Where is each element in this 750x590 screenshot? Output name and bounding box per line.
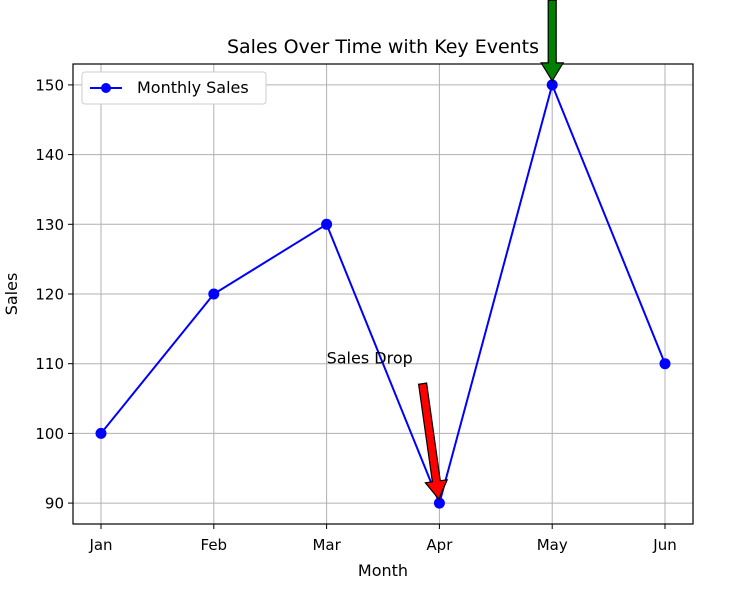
- series-layer: [95, 79, 671, 509]
- x-tick-label: Feb: [201, 536, 228, 554]
- data-point-mar: [321, 218, 333, 230]
- chart-title: Sales Over Time with Key Events: [227, 36, 539, 58]
- data-point-may: [546, 79, 558, 91]
- x-tick-label: Jun: [652, 536, 676, 554]
- data-point-jan: [95, 427, 107, 439]
- legend: Monthly Sales: [81, 71, 267, 105]
- grid: [73, 64, 693, 524]
- annotation-arrow-peak-sale: [540, 0, 565, 83]
- y-tick-label: 150: [35, 76, 64, 94]
- y-axis-label: Sales: [2, 273, 21, 316]
- x-tick-label: Mar: [312, 536, 341, 554]
- data-point-apr: [433, 497, 445, 509]
- x-tick-label: Jan: [88, 536, 112, 554]
- series-line: [100, 81, 666, 507]
- y-tick-label: 100: [35, 425, 64, 443]
- annotation-label: Sales Drop: [327, 349, 413, 368]
- x-tick-label: May: [537, 536, 568, 554]
- x-tick-label: Apr: [426, 536, 453, 554]
- y-tick-label: 90: [45, 495, 64, 513]
- legend-label: Monthly Sales: [137, 78, 249, 97]
- data-point-jun: [659, 358, 671, 370]
- legend-box: [81, 71, 267, 105]
- data-point-feb: [208, 288, 220, 300]
- y-tick-label: 110: [35, 355, 64, 373]
- ticks: Jan Feb Mar Apr May Jun 90 100 110 120 130 140 150: [35, 76, 676, 554]
- y-tick-label: 130: [35, 216, 64, 234]
- y-tick-label: 140: [35, 146, 64, 164]
- annotation-arrow-sales-drop: [417, 382, 449, 501]
- x-axis-label: Month: [358, 561, 408, 580]
- annotations: Peak SaleSales Drop: [327, 0, 565, 501]
- legend-marker: [101, 83, 111, 93]
- y-tick-label: 120: [35, 286, 64, 304]
